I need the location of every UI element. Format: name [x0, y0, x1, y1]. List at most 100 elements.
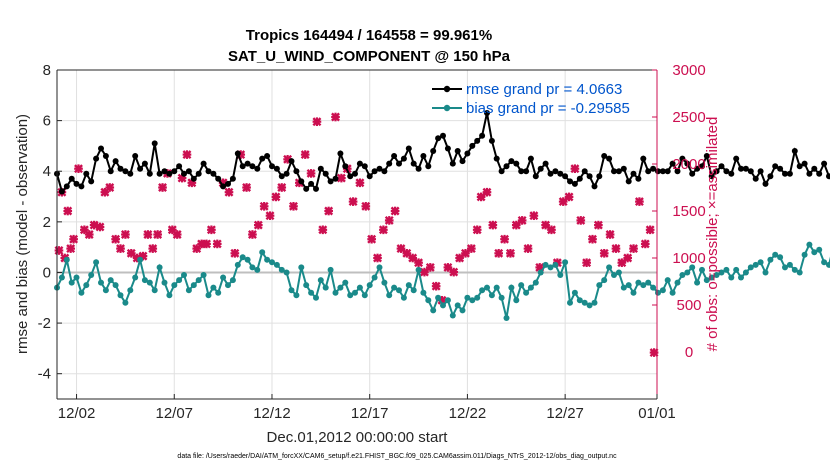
bias-point: [625, 282, 632, 289]
bias-point: [762, 269, 769, 276]
rmse-point: [801, 160, 808, 167]
bias-point: [259, 249, 266, 256]
bias-point: [542, 261, 549, 268]
bias-point: [141, 277, 148, 284]
y2-tick-labels: 0 500 1000 1500 2000 2500 3000: [672, 62, 705, 361]
rmse-point: [73, 180, 80, 187]
rmse-point: [166, 170, 173, 177]
bias-point: [63, 256, 70, 263]
rmse-point: [562, 173, 569, 180]
rmse-point: [366, 173, 373, 180]
bias-point: [303, 282, 310, 289]
obs-marker: [224, 187, 234, 197]
bias-point: [606, 264, 613, 271]
bias-point: [664, 277, 671, 284]
rmse-point: [68, 175, 75, 182]
bias-point: [488, 292, 495, 299]
bias-point: [567, 299, 573, 306]
legend-label-bias: bias grand pr = -0.29585: [466, 100, 630, 117]
obs-marker: [84, 230, 94, 239]
bias-point: [210, 284, 217, 291]
obs-marker: [331, 112, 340, 122]
obs-marker: [488, 220, 498, 230]
y2-axis-label: # of obs: o=possible; ×=assimilated: [704, 117, 721, 352]
y-tick-label: 6: [43, 113, 51, 130]
obs-marker: [95, 222, 105, 232]
rmse-point: [225, 180, 231, 187]
y2-tick-label: 1000: [672, 250, 705, 267]
obs-marker: [63, 206, 73, 216]
bias-point: [659, 287, 666, 294]
obs-marker: [348, 197, 358, 207]
obs-marker: [582, 258, 592, 268]
rmse-point: [440, 132, 446, 139]
obs-marker: [242, 183, 252, 192]
obs-marker: [629, 244, 638, 254]
bias-point: [591, 299, 598, 306]
rmse-point: [488, 137, 495, 144]
rmse-point: [405, 145, 412, 152]
obs-marker: [500, 234, 510, 244]
obs-marker: [54, 246, 64, 255]
bias-series: [54, 241, 830, 321]
obs-marker: [230, 248, 240, 258]
obs-marker: [116, 244, 125, 254]
obs-marker: [523, 244, 533, 254]
rmse-point: [337, 150, 344, 157]
rmse-point: [122, 168, 129, 175]
bias-point: [78, 289, 85, 296]
bias-point: [171, 282, 178, 289]
bias-point: [630, 289, 637, 296]
bias-point: [508, 284, 515, 291]
bias-point: [669, 289, 676, 296]
rmse-point: [190, 175, 197, 182]
chart-title: Tropics 164494 / 164558 = 99.961%: [246, 27, 492, 44]
rmse-point: [210, 170, 217, 177]
bias-point: [234, 261, 241, 268]
bias-point: [225, 282, 231, 289]
rmse-point: [371, 168, 378, 175]
obs-marker: [570, 164, 580, 174]
y-tick-label: -2: [38, 315, 51, 332]
bias-point: [332, 289, 339, 296]
rmse-point: [220, 183, 227, 190]
rmse-point: [571, 180, 578, 187]
bias-point: [181, 272, 187, 278]
obs-marker: [148, 244, 158, 254]
obs-marker: [336, 173, 346, 183]
rmse-point: [513, 160, 520, 167]
rmse-point: [542, 160, 549, 167]
obs-marker: [431, 281, 441, 291]
rmse-point: [498, 168, 505, 175]
bias-point: [391, 284, 398, 291]
rmse-point: [293, 168, 300, 175]
rmse-point: [410, 160, 417, 167]
rmse-point: [708, 173, 715, 180]
obs-marker: [289, 201, 298, 211]
obs-marker: [74, 164, 83, 174]
rmse-point: [518, 168, 525, 175]
rmse-point: [176, 163, 183, 170]
obs-marker: [384, 215, 394, 225]
obs-marker: [390, 206, 400, 216]
obs-marker: [645, 225, 655, 235]
rmse-point: [58, 188, 65, 195]
rmse-point: [278, 173, 285, 180]
bias-point: [215, 289, 222, 296]
bias-point: [479, 287, 486, 294]
rmse-point: [772, 163, 779, 170]
obs-marker: [277, 183, 287, 192]
bias-point: [239, 254, 246, 261]
rmse-point: [503, 163, 510, 170]
obs-marker: [623, 253, 633, 263]
bias-point: [137, 256, 144, 263]
bias-point: [503, 315, 510, 321]
bias-point: [185, 287, 192, 294]
rmse-point: [664, 168, 671, 175]
rmse-point: [259, 155, 266, 162]
rmse-point: [396, 160, 402, 167]
obs-marker: [105, 183, 115, 192]
obs-marker: [212, 239, 222, 249]
rmse-point: [376, 165, 383, 172]
y-tick-label: 4: [43, 163, 51, 180]
